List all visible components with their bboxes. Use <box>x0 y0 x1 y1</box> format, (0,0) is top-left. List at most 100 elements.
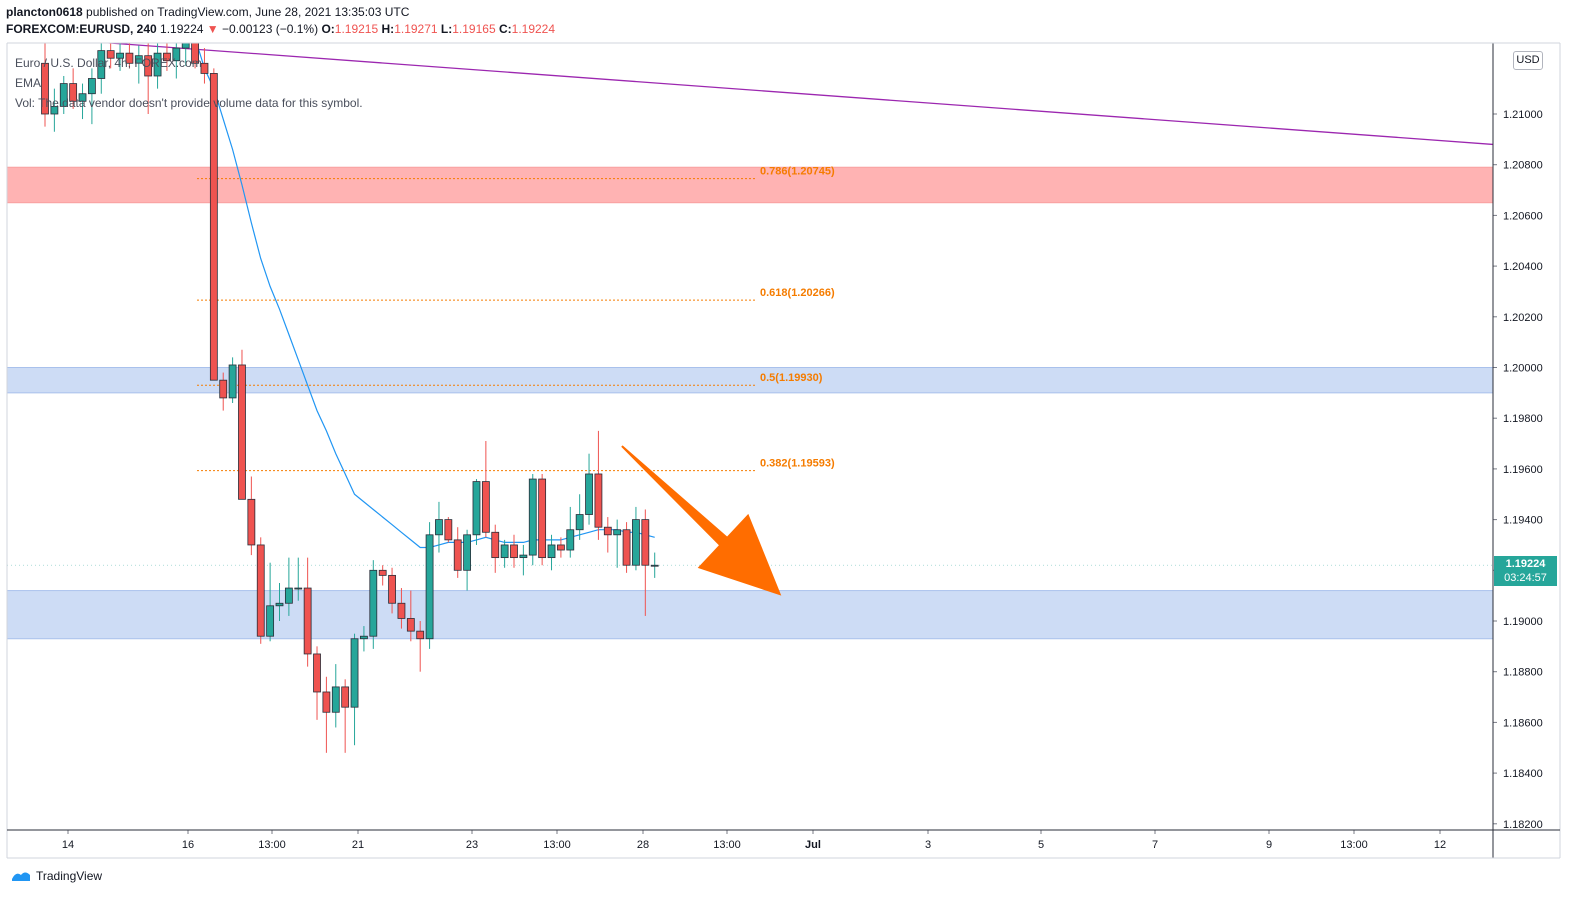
candle[interactable] <box>228 357 237 403</box>
ema-line[interactable] <box>195 38 655 549</box>
candle-body <box>219 379 228 399</box>
candle-body <box>369 569 378 637</box>
candle-body <box>163 52 171 62</box>
candle[interactable] <box>219 372 228 411</box>
candle[interactable] <box>650 552 659 578</box>
candle[interactable] <box>491 524 500 573</box>
candle[interactable] <box>116 33 124 71</box>
candle-body <box>613 529 622 536</box>
candle[interactable] <box>350 633 359 746</box>
candle[interactable] <box>519 544 528 576</box>
candle[interactable] <box>453 527 462 578</box>
candle-body <box>510 544 518 559</box>
candle[interactable] <box>172 35 181 79</box>
candle[interactable] <box>247 476 256 556</box>
trend-line[interactable] <box>7 35 1493 146</box>
candle[interactable] <box>341 679 350 753</box>
candle[interactable] <box>613 519 622 568</box>
candle[interactable] <box>622 522 631 573</box>
y-tick-label: 1.19800 <box>1503 413 1543 425</box>
candle-body <box>238 364 246 500</box>
candle[interactable] <box>238 349 246 500</box>
candle[interactable] <box>275 582 284 621</box>
candle[interactable] <box>463 529 472 591</box>
candle[interactable] <box>88 68 96 125</box>
candle-body <box>622 529 631 566</box>
candle[interactable] <box>153 43 162 89</box>
zone-supply[interactable] <box>6 166 1494 204</box>
candle[interactable] <box>134 45 143 84</box>
candle[interactable] <box>322 676 331 753</box>
candle[interactable] <box>435 501 443 553</box>
candle-body <box>519 554 528 559</box>
candle[interactable] <box>209 68 218 381</box>
candle[interactable] <box>566 506 575 558</box>
candle[interactable] <box>106 25 115 69</box>
candle-body <box>388 574 396 604</box>
x-tick-label: 23 <box>466 839 478 851</box>
zone-support-1[interactable] <box>6 367 1494 394</box>
fib-level-label: 0.618(1.20266) <box>760 287 835 299</box>
candle[interactable] <box>388 567 396 614</box>
candle[interactable] <box>425 522 434 649</box>
candle[interactable] <box>360 626 368 652</box>
candle-body <box>41 62 49 115</box>
candle[interactable] <box>97 38 106 94</box>
candle[interactable] <box>585 453 593 525</box>
candle-body <box>247 498 256 546</box>
candle[interactable] <box>369 560 378 649</box>
candle[interactable] <box>538 473 547 566</box>
footer-brand[interactable]: TradingView <box>36 869 103 883</box>
candle[interactable] <box>594 430 603 540</box>
candle[interactable] <box>256 537 265 644</box>
candle[interactable] <box>284 557 293 616</box>
last-price: 1.19224 <box>160 22 204 36</box>
x-tick-label: 12 <box>1434 839 1446 851</box>
candle[interactable] <box>632 506 640 571</box>
forecast-arrow[interactable] <box>621 445 782 596</box>
candle[interactable] <box>50 88 59 132</box>
candle-body <box>228 364 237 399</box>
footer: TradingView <box>10 869 102 883</box>
candle-body <box>360 635 368 640</box>
candle[interactable] <box>163 33 171 71</box>
candle[interactable] <box>313 646 321 720</box>
candle[interactable] <box>528 473 537 566</box>
candle[interactable] <box>406 590 415 642</box>
candle[interactable] <box>603 517 612 553</box>
candle[interactable] <box>378 565 387 586</box>
candle[interactable] <box>444 517 453 543</box>
candle[interactable] <box>294 557 303 601</box>
candle[interactable] <box>472 479 481 545</box>
candle[interactable] <box>641 509 650 616</box>
candle-body <box>632 519 640 566</box>
open-value: 1.19215 <box>334 22 379 36</box>
candle-body <box>650 564 659 567</box>
candle[interactable] <box>69 68 78 109</box>
candle[interactable] <box>78 83 87 120</box>
candle[interactable] <box>144 25 153 114</box>
currency-badge[interactable]: USD <box>1513 51 1543 70</box>
candle[interactable] <box>510 534 518 568</box>
candle-body <box>538 478 547 559</box>
candle[interactable] <box>266 562 275 642</box>
publisher-name[interactable]: plancton0618 <box>6 5 83 19</box>
candle[interactable] <box>557 537 565 558</box>
candle[interactable] <box>41 38 49 127</box>
candle[interactable] <box>481 441 490 538</box>
candle[interactable] <box>59 75 68 114</box>
candle[interactable] <box>500 539 509 568</box>
candle-body <box>594 473 603 528</box>
candle[interactable] <box>547 534 556 571</box>
candle[interactable] <box>191 23 199 69</box>
symbol-name[interactable]: FOREXCOM:EURUSD, 240 <box>6 22 157 36</box>
candle[interactable] <box>331 664 340 728</box>
close-label: C: <box>498 22 512 36</box>
candle[interactable] <box>416 621 425 672</box>
candle[interactable] <box>303 557 312 667</box>
zone-support-2[interactable] <box>6 590 1494 640</box>
candle[interactable] <box>397 588 406 629</box>
candle[interactable] <box>575 494 584 540</box>
candle[interactable] <box>200 48 209 84</box>
